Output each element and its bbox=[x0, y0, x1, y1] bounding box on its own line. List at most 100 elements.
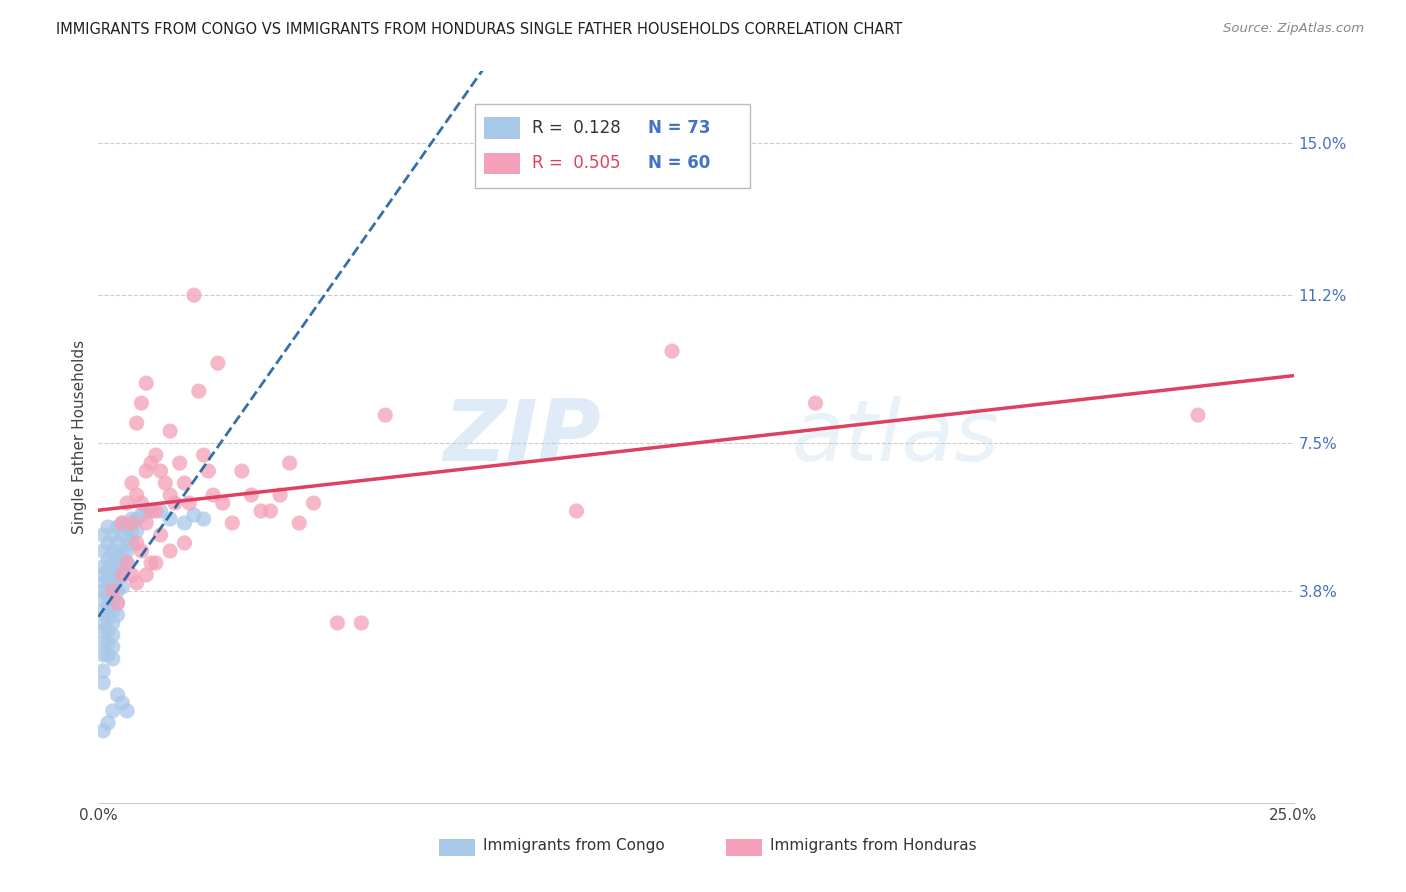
Point bbox=[91, 723, 114, 738]
Point bbox=[91, 591, 114, 606]
Point bbox=[135, 516, 157, 530]
Point bbox=[139, 504, 162, 518]
Point bbox=[163, 496, 186, 510]
Point bbox=[91, 648, 114, 662]
Text: N = 73: N = 73 bbox=[648, 119, 710, 136]
Point bbox=[173, 516, 195, 530]
Point bbox=[97, 648, 120, 662]
Point bbox=[91, 560, 114, 574]
Point bbox=[197, 464, 219, 478]
Point bbox=[139, 556, 162, 570]
Text: N = 60: N = 60 bbox=[648, 153, 710, 172]
Point bbox=[135, 568, 157, 582]
Point bbox=[135, 504, 157, 518]
Point bbox=[169, 456, 191, 470]
Point bbox=[207, 356, 229, 370]
Point bbox=[97, 564, 120, 578]
Text: R =  0.128: R = 0.128 bbox=[533, 119, 621, 136]
Point bbox=[107, 560, 129, 574]
Point bbox=[125, 524, 148, 538]
Point bbox=[121, 524, 143, 538]
Point bbox=[91, 664, 114, 678]
Point bbox=[101, 544, 124, 558]
Point bbox=[101, 580, 124, 594]
Point bbox=[107, 584, 129, 599]
Point bbox=[111, 696, 134, 710]
Point bbox=[135, 376, 157, 391]
Bar bbox=[725, 838, 762, 856]
Point bbox=[97, 715, 120, 730]
Point bbox=[115, 496, 138, 510]
Bar bbox=[485, 118, 520, 139]
Point bbox=[565, 504, 588, 518]
Point bbox=[187, 384, 209, 398]
Point bbox=[121, 512, 143, 526]
Point bbox=[111, 556, 134, 570]
Point bbox=[91, 528, 114, 542]
Point bbox=[111, 580, 134, 594]
Point bbox=[159, 488, 181, 502]
Point bbox=[193, 448, 215, 462]
Point bbox=[91, 636, 114, 650]
Point bbox=[145, 448, 167, 462]
Point bbox=[97, 552, 120, 566]
Point bbox=[155, 476, 177, 491]
Point bbox=[115, 532, 138, 546]
Bar bbox=[485, 153, 520, 175]
Point bbox=[111, 516, 134, 530]
Point bbox=[145, 556, 167, 570]
Point bbox=[107, 596, 129, 610]
Point bbox=[101, 628, 124, 642]
Text: R =  0.505: R = 0.505 bbox=[533, 153, 620, 172]
Text: ZIP: ZIP bbox=[443, 395, 600, 479]
Point bbox=[131, 508, 153, 522]
Point bbox=[115, 556, 138, 570]
Point bbox=[111, 528, 134, 542]
Point bbox=[131, 496, 153, 510]
Point bbox=[288, 516, 311, 530]
Point bbox=[101, 704, 124, 718]
Point bbox=[91, 576, 114, 591]
Point bbox=[193, 512, 215, 526]
Point bbox=[159, 512, 181, 526]
Point bbox=[121, 476, 143, 491]
Point bbox=[125, 576, 148, 591]
Point bbox=[91, 604, 114, 618]
Text: atlas: atlas bbox=[792, 395, 1000, 479]
Point bbox=[278, 456, 301, 470]
Point bbox=[97, 636, 120, 650]
Point bbox=[1187, 408, 1209, 422]
Point bbox=[97, 588, 120, 602]
Point bbox=[125, 488, 148, 502]
Point bbox=[661, 344, 683, 359]
Point bbox=[211, 496, 233, 510]
Point bbox=[91, 568, 114, 582]
Point bbox=[107, 607, 129, 622]
Point bbox=[91, 624, 114, 638]
Point bbox=[326, 615, 349, 630]
Point bbox=[101, 584, 124, 599]
Point bbox=[302, 496, 325, 510]
Point bbox=[111, 568, 134, 582]
Point bbox=[107, 548, 129, 562]
Point bbox=[183, 508, 205, 522]
Point bbox=[115, 556, 138, 570]
Point bbox=[115, 544, 138, 558]
Point bbox=[107, 688, 129, 702]
Point bbox=[804, 396, 827, 410]
Point bbox=[125, 416, 148, 430]
Point bbox=[101, 568, 124, 582]
Point bbox=[115, 520, 138, 534]
Point bbox=[159, 544, 181, 558]
Point bbox=[173, 536, 195, 550]
Point bbox=[101, 652, 124, 666]
Point bbox=[101, 615, 124, 630]
Point bbox=[149, 464, 172, 478]
Point bbox=[97, 624, 120, 638]
Point bbox=[111, 568, 134, 582]
FancyBboxPatch shape bbox=[475, 104, 749, 188]
Point bbox=[149, 528, 172, 542]
Text: Immigrants from Honduras: Immigrants from Honduras bbox=[770, 838, 977, 853]
Point bbox=[173, 476, 195, 491]
Point bbox=[107, 520, 129, 534]
